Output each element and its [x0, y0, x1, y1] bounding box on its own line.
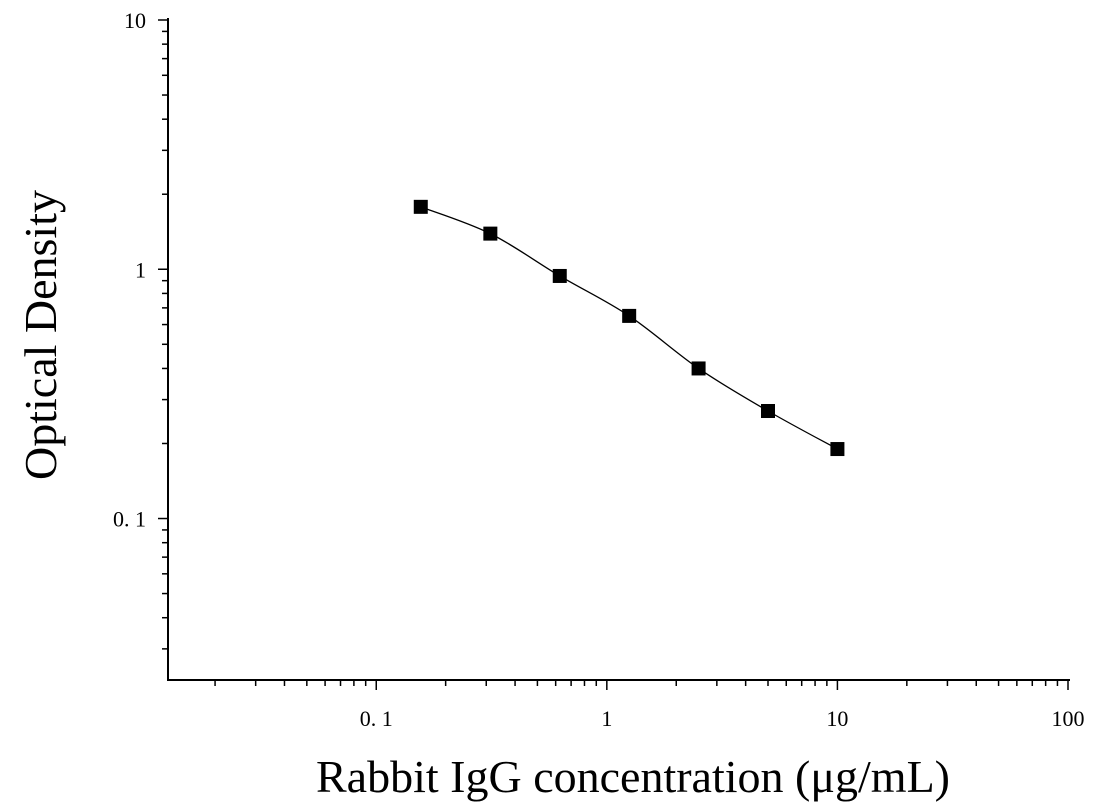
data-point-square [483, 226, 498, 241]
y-tick-label: 10 [124, 8, 146, 33]
tick-labels: 0. 1 1 10 100 0. 1 1 10 [113, 8, 1085, 731]
data-point-square [413, 199, 428, 214]
y-axis-title: Optical Density [15, 190, 66, 480]
x-axis-title: Rabbit IgG concentration (μg/mL) [316, 751, 950, 802]
data-point-square [761, 404, 775, 419]
x-tick-label: 0. 1 [360, 706, 393, 731]
data-point-square [691, 361, 706, 376]
y-tick-label: 0. 1 [113, 507, 146, 532]
data-points [413, 199, 845, 457]
data-point-square [552, 268, 567, 283]
x-tick-label: 1 [601, 706, 612, 731]
x-tick-label: 100 [1052, 706, 1085, 731]
ticks-layer [158, 19, 1069, 690]
x-tick-label: 10 [826, 706, 848, 731]
data-point-square [830, 442, 845, 457]
data-point-square [622, 308, 637, 323]
y-tick-label: 1 [135, 257, 146, 282]
